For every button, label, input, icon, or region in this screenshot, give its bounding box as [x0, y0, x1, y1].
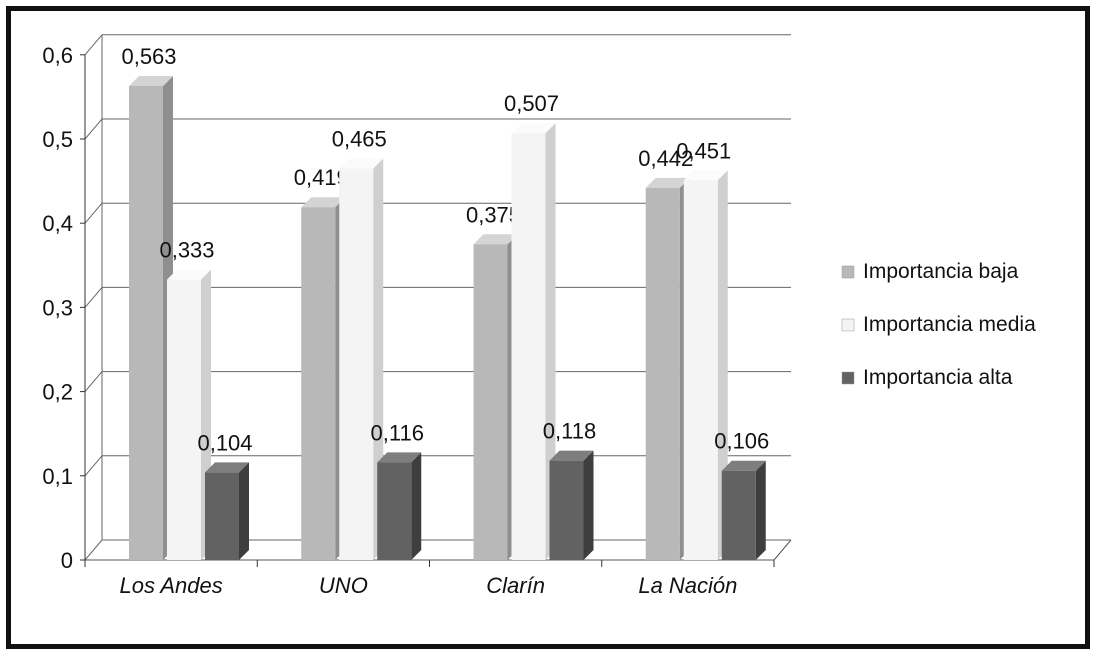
- legend-swatch-importancia-media: [841, 318, 855, 332]
- data-label: 0,507: [504, 91, 559, 116]
- legend-swatch-importancia-alta: [841, 371, 855, 385]
- bar-clarin-importancia-baja-top: [473, 234, 518, 245]
- data-label: 0,116: [371, 420, 424, 445]
- bar-clarin-importancia-baja: [473, 244, 508, 560]
- bar-uno-importancia-media-top: [339, 158, 384, 169]
- x-tick-label: La Nación: [638, 573, 737, 598]
- bar-los-andes-importancia-baja-top: [129, 75, 173, 86]
- bar-uno-importancia-media: [339, 168, 374, 560]
- data-label: 0,333: [159, 238, 214, 263]
- data-label: 0,106: [714, 429, 769, 454]
- chart-frame: 0 0,1 0,2 0,3 0,4 0,5 0,6 0,563 0,333 0,104 Los An…: [6, 6, 1090, 649]
- x-tick-label: Clarín: [486, 573, 545, 598]
- bar-los-andes-importancia-alta: [205, 472, 239, 560]
- bar-uno-importancia-baja: [301, 207, 336, 560]
- data-label: 0,118: [543, 419, 596, 444]
- bar-la-nacion-importancia-media: [683, 180, 718, 560]
- gridline-wall: [84, 371, 103, 392]
- gridline-wall: [84, 455, 103, 477]
- bar-clarin-importancia-alta-top: [549, 450, 594, 461]
- bar-los-andes-importancia-alta-side: [239, 462, 249, 560]
- y-tick-label: 0,1: [42, 464, 73, 489]
- bar-la-nacion-importancia-alta-top: [721, 460, 766, 471]
- bar-la-nacion-importancia-media-top: [683, 170, 728, 181]
- legend-label-importancia-media: Importancia media: [863, 313, 1036, 336]
- bar-uno-importancia-alta-top: [377, 452, 422, 463]
- legend-swatch-importancia-baja: [841, 265, 855, 279]
- legend-label-importancia-alta: Importancia alta: [863, 366, 1013, 389]
- bar-clarin-importancia-media-side: [545, 123, 556, 560]
- gridline-wall: [84, 539, 103, 561]
- bar-los-andes-importancia-media: [167, 279, 201, 560]
- bar-chart: 0 0,1 0,2 0,3 0,4 0,5 0,6 0,563 0,333 0,104 Los An…: [42, 34, 1036, 598]
- y-tick-label: 0: [61, 548, 73, 573]
- floor-side-edge: [773, 539, 792, 561]
- bar-los-andes-importancia-media-top: [167, 269, 211, 280]
- data-label: 0,451: [676, 138, 731, 163]
- bar-los-andes-importancia-alta-top: [205, 462, 249, 473]
- bar-uno-importancia-alta-side: [411, 452, 422, 560]
- bar-la-nacion-importancia-baja-top: [645, 177, 690, 188]
- x-tick-label: UNO: [319, 573, 368, 598]
- bar-clarin-importancia-media: [511, 133, 546, 560]
- bar-la-nacion-importancia-media-side: [717, 170, 728, 560]
- y-tick-label: 0,6: [42, 43, 73, 68]
- x-tick-label: Los Andes: [120, 573, 223, 598]
- data-label: 0,465: [332, 126, 387, 151]
- bar-la-nacion-importancia-alta-side: [755, 460, 766, 560]
- data-label: 0,563: [121, 44, 176, 69]
- bar-uno-importancia-alta: [377, 462, 412, 560]
- gridline-wall: [84, 287, 103, 308]
- y-tick-label: 0,4: [42, 211, 73, 236]
- data-label: 0,104: [197, 430, 252, 455]
- gridline-wall: [84, 34, 103, 56]
- bar-clarin-importancia-media-top: [511, 123, 556, 134]
- bar-la-nacion-importancia-alta: [721, 470, 756, 560]
- gridline-wall: [84, 202, 103, 224]
- legend-label-importancia-baja: Importancia baja: [863, 260, 1019, 283]
- y-tick-label: 0,2: [42, 380, 73, 405]
- gridline-wall: [84, 118, 103, 140]
- data-label: 0,442: [638, 146, 693, 171]
- y-tick-label: 0,3: [42, 295, 73, 320]
- bar-clarin-importancia-alta: [549, 460, 584, 560]
- bar-uno-importancia-baja-top: [301, 197, 346, 208]
- bar-clarin-importancia-alta-side: [583, 450, 594, 560]
- bar-la-nacion-importancia-baja: [645, 187, 680, 560]
- y-tick-label: 0,5: [42, 127, 73, 152]
- bar-los-andes-importancia-baja: [129, 85, 163, 560]
